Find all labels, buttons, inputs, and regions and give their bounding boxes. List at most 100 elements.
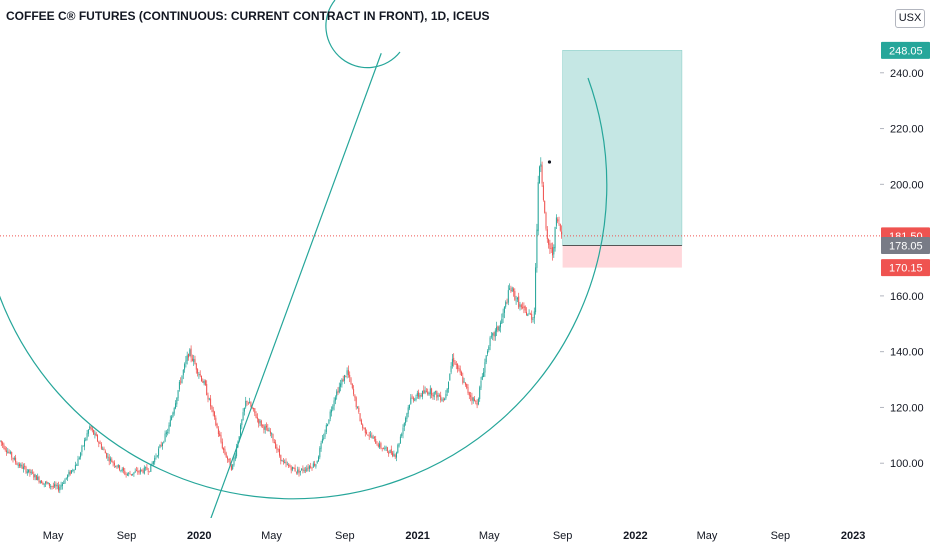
candle-body <box>236 446 238 457</box>
candle-body <box>354 395 356 398</box>
candle-body <box>143 467 145 474</box>
candle-body <box>147 470 149 472</box>
candle-body <box>263 425 265 430</box>
candle-body <box>514 290 516 300</box>
candle-body <box>141 469 143 471</box>
candle-body <box>298 468 300 474</box>
candle-body <box>405 417 407 423</box>
candle-body <box>341 379 343 385</box>
candle-body <box>536 229 538 268</box>
candle-body <box>372 437 374 439</box>
candle-body <box>441 399 443 402</box>
candle-body <box>446 388 448 393</box>
candle-body <box>22 466 24 470</box>
candle-body <box>25 466 27 473</box>
candle-body <box>518 296 520 308</box>
candle-body <box>198 374 200 375</box>
candle-body <box>385 447 387 449</box>
candle-body <box>126 474 128 476</box>
candle-body <box>535 267 537 313</box>
candle-body <box>302 468 304 471</box>
candle-body <box>71 470 72 474</box>
candle-body <box>338 386 340 393</box>
candle-body <box>152 461 154 464</box>
candle-body <box>275 442 277 449</box>
candle-body <box>402 427 404 435</box>
candle-body <box>436 391 438 398</box>
candle-body <box>362 424 364 429</box>
candle-body <box>431 388 433 396</box>
candle-body <box>390 449 392 454</box>
candle-body <box>342 379 344 382</box>
candle-body <box>94 433 96 435</box>
currency-button[interactable]: USX <box>895 9 925 28</box>
candle-body <box>273 441 275 444</box>
candle-body <box>145 467 147 469</box>
candle-body <box>423 389 425 394</box>
y-tick-label: 160.00 <box>890 291 924 303</box>
candle-body <box>451 358 453 367</box>
candle-body <box>498 326 500 332</box>
candle-body <box>138 471 140 473</box>
profit-zone <box>562 50 683 246</box>
candle-body <box>373 436 375 439</box>
candle-body <box>511 287 513 292</box>
x-tick-label: 2023 <box>841 530 865 542</box>
candle-body <box>43 483 45 485</box>
candle-body <box>56 485 58 487</box>
candle-body <box>282 460 284 463</box>
candle-body <box>269 431 271 434</box>
candle-body <box>4 448 6 450</box>
candle-body <box>221 441 223 449</box>
candle-body <box>314 463 316 466</box>
loss-zone <box>562 245 682 268</box>
candle-body <box>520 305 522 308</box>
candle-body <box>125 473 127 475</box>
candle-body <box>93 429 95 435</box>
candle-body <box>293 467 295 469</box>
candle-body <box>37 476 39 480</box>
candle-body <box>281 460 283 462</box>
candle-body <box>531 313 533 320</box>
candle-body <box>58 485 59 491</box>
candle-body <box>104 451 106 454</box>
candle-body <box>139 469 141 473</box>
candle-body <box>178 381 180 390</box>
candle-body <box>193 359 195 362</box>
candle-body <box>201 375 202 381</box>
candle-body <box>82 445 84 447</box>
candle-body <box>346 370 348 375</box>
candle-body <box>399 436 401 444</box>
candle-body <box>347 369 349 376</box>
candle-body <box>102 448 104 450</box>
candle-body <box>440 395 442 401</box>
x-tick-label: May <box>697 530 718 542</box>
x-tick-label: 2020 <box>187 530 211 542</box>
candle-body <box>175 403 176 409</box>
candle-body <box>444 398 446 401</box>
candle-body <box>103 448 105 451</box>
candle-body <box>284 462 286 464</box>
time-axis[interactable]: May Sep 2020 May Sep 2021 May Sep 2022 May Sep 2023 <box>0 518 932 550</box>
candle-body <box>229 458 231 467</box>
candle-body <box>459 368 461 373</box>
candle-body <box>69 471 71 475</box>
candle-body <box>558 223 560 224</box>
candle-body <box>84 440 85 447</box>
candle-body <box>21 464 23 469</box>
candle-body <box>407 407 409 414</box>
candle-body <box>195 363 197 370</box>
candle-body <box>509 288 511 290</box>
candle-body <box>52 485 54 487</box>
candle-body <box>559 224 561 231</box>
candle-body <box>271 433 273 435</box>
candle-body <box>285 461 287 464</box>
candle-body <box>121 468 123 471</box>
candle-body <box>260 420 262 426</box>
candle-body <box>318 456 319 462</box>
candle-body <box>16 463 18 465</box>
candle-body <box>134 471 136 473</box>
candle-body <box>381 448 383 449</box>
